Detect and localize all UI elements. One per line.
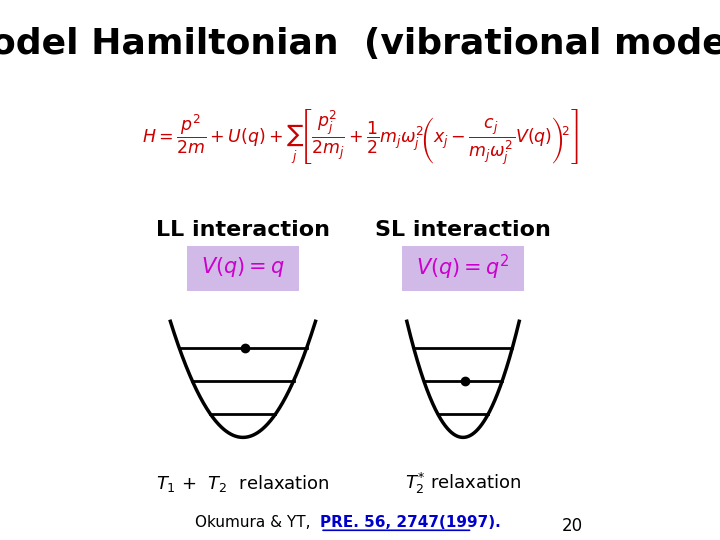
Text: 20: 20 [562, 517, 582, 535]
Text: $T_{1}$ +  $T_{2}$  relaxation: $T_{1}$ + $T_{2}$ relaxation [156, 473, 330, 494]
Text: PRE. 56, 2747(1997).: PRE. 56, 2747(1997). [320, 515, 501, 530]
Text: Model Hamiltonian  (vibrational modes): Model Hamiltonian (vibrational modes) [0, 27, 720, 61]
Text: LL interaction: LL interaction [156, 219, 330, 240]
Text: $V(q) = q^{2}$: $V(q) = q^{2}$ [416, 253, 510, 282]
Text: $V(q) = q$: $V(q) = q$ [201, 255, 285, 279]
Text: SL interaction: SL interaction [375, 219, 551, 240]
Text: $T_{2}^{*}$ relaxation: $T_{2}^{*}$ relaxation [405, 471, 521, 496]
FancyBboxPatch shape [186, 246, 299, 291]
FancyBboxPatch shape [402, 246, 524, 291]
Text: Okumura & YT,: Okumura & YT, [195, 515, 320, 530]
Text: $H = \dfrac{p^{2}}{2m} + U(q) + \sum_{j}\!\left[\dfrac{p_{j}^{2}}{2m_{j}} + \dfr: $H = \dfrac{p^{2}}{2m} + U(q) + \sum_{j}… [142, 108, 578, 167]
